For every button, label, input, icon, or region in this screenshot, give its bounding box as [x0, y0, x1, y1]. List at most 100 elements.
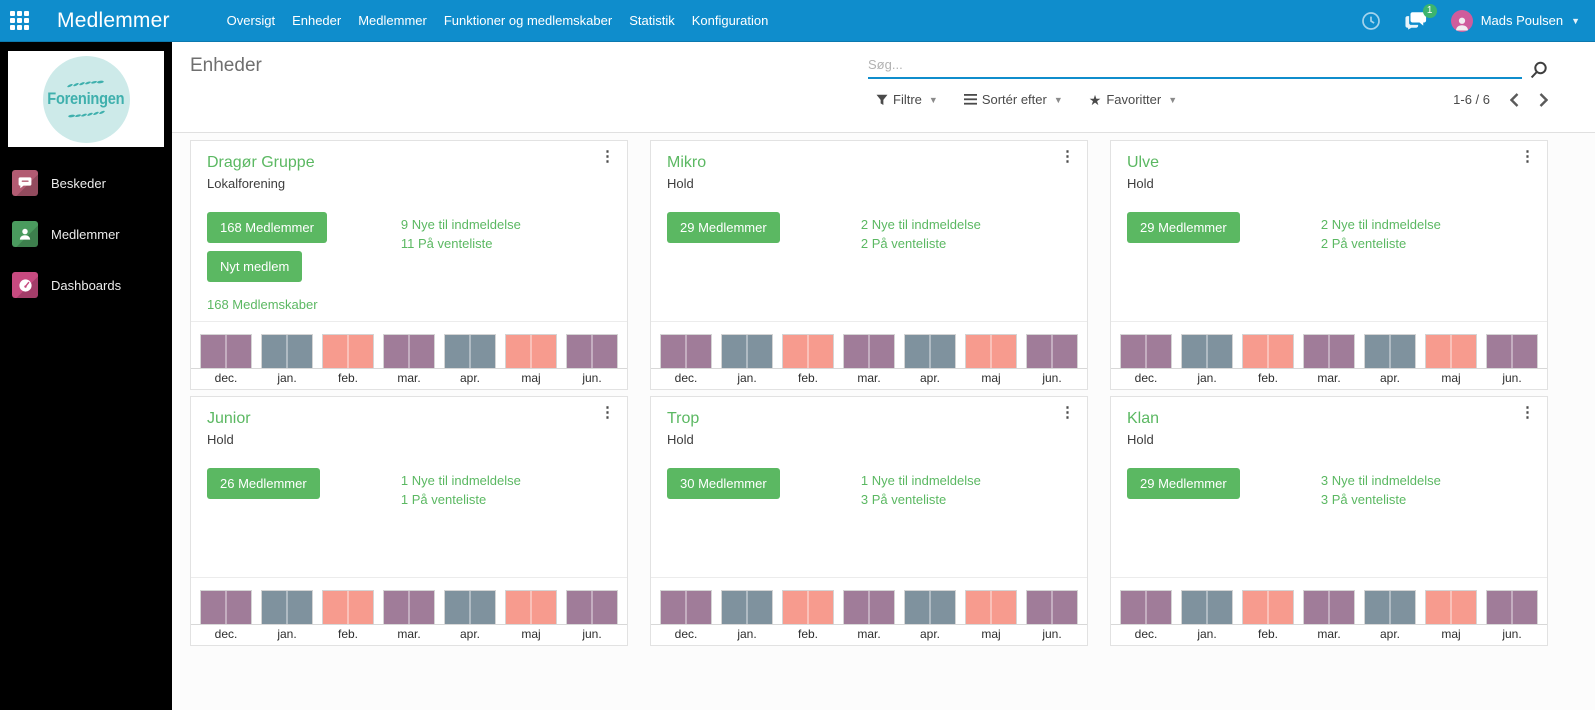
- unit-title[interactable]: Ulve: [1127, 154, 1160, 171]
- filters-dropdown[interactable]: Filtre ▼: [876, 92, 938, 107]
- top-menu-item[interactable]: Statistik: [629, 13, 675, 28]
- unit-card: ⋮ Dragør Gruppe Lokalforening 168 Medlem…: [190, 140, 628, 390]
- chart-bar: [200, 334, 252, 368]
- kebab-menu-icon[interactable]: ⋮: [1520, 148, 1535, 165]
- chart-month-label: jan.: [1197, 371, 1217, 385]
- top-menu-item[interactable]: Enheder: [292, 13, 342, 28]
- chart-month-label: maj: [1441, 371, 1461, 385]
- stat-line[interactable]: 2 Nye til indmeldelse: [860, 217, 981, 232]
- chart-bar: [721, 334, 773, 368]
- chart-bar: [965, 334, 1017, 368]
- chart-bar: [383, 334, 435, 368]
- activity-clock-icon[interactable]: [1361, 11, 1381, 31]
- unit-actions: 29 Medlemmer: [1127, 468, 1321, 509]
- chart-bar: [322, 334, 374, 368]
- sidebar-item-dashboards[interactable]: Dashboards: [0, 265, 172, 305]
- unit-stats: 2 Nye til indmeldelse 2 På venteliste: [861, 212, 1071, 253]
- top-menu-item[interactable]: Konfiguration: [691, 13, 769, 28]
- chart-month-label: mar.: [857, 627, 881, 641]
- unit-stats: 1 Nye til indmeldelse 1 På venteliste: [401, 468, 611, 509]
- chart-bar: [1425, 590, 1477, 624]
- unit-type: Hold: [1127, 432, 1154, 447]
- stat-line[interactable]: 2 På venteliste: [860, 236, 947, 251]
- unit-title[interactable]: Dragør Gruppe: [207, 154, 315, 171]
- sidebar-item-label: Medlemmer: [51, 226, 120, 242]
- new-member-button[interactable]: Nyt medlem: [207, 251, 303, 282]
- chart-bar: [1242, 590, 1294, 624]
- star-icon: ★: [1088, 91, 1102, 108]
- chart-month-label: apr.: [459, 627, 480, 641]
- chart-month-label: jun.: [1502, 371, 1522, 385]
- unit-title[interactable]: Trop: [667, 410, 700, 427]
- kebab-menu-icon[interactable]: ⋮: [1520, 404, 1535, 421]
- kebab-menu-icon[interactable]: ⋮: [1060, 148, 1075, 165]
- chart-month-label: feb.: [797, 371, 818, 385]
- chart-bar: [383, 590, 435, 624]
- chart-month-label: apr.: [459, 371, 480, 385]
- unit-title[interactable]: Junior: [207, 410, 251, 427]
- sidebar-item-label: Beskeder: [51, 175, 106, 191]
- search-input[interactable]: [868, 57, 1522, 72]
- chart-bar: [505, 590, 557, 624]
- top-menu-item[interactable]: Oversigt: [226, 13, 276, 28]
- sidebar-item-beskeder[interactable]: Beskeder: [0, 163, 172, 203]
- search-box: [868, 56, 1548, 79]
- unit-stats: 9 Nye til indmeldelse 11 På venteliste: [401, 212, 611, 314]
- chart-bar: [566, 590, 618, 624]
- pager: 1-6 / 6: [1453, 92, 1548, 107]
- unit-title[interactable]: Klan: [1127, 410, 1160, 427]
- sidebar-item-medlemmer[interactable]: Medlemmer: [0, 214, 172, 254]
- stat-line[interactable]: 3 Nye til indmeldelse: [1320, 473, 1441, 488]
- members-count-button[interactable]: 29 Medlemmer: [1127, 212, 1240, 243]
- unit-monthly-chart: dec. jan. feb. mar. apr. maj jun.: [191, 321, 627, 389]
- stat-line[interactable]: 1 Nye til indmeldelse: [400, 473, 521, 488]
- members-count-button[interactable]: 26 Medlemmer: [207, 468, 320, 499]
- apps-grid-icon[interactable]: [10, 11, 29, 30]
- chart-month-label: dec.: [214, 371, 238, 385]
- user-menu[interactable]: Mads Poulsen ▼: [1450, 9, 1580, 32]
- pager-next-icon[interactable]: [1539, 92, 1548, 107]
- top-menu-item[interactable]: Funktioner og medlemskaber: [443, 13, 613, 28]
- kebab-menu-icon[interactable]: ⋮: [600, 404, 615, 421]
- pager-previous-icon[interactable]: [1510, 92, 1519, 107]
- sort-dropdown[interactable]: Sortér efter ▼: [963, 92, 1063, 107]
- stat-line[interactable]: 3 På venteliste: [860, 492, 947, 507]
- chart-month-label: dec.: [214, 627, 238, 641]
- stat-line[interactable]: 2 Nye til indmeldelse: [1320, 217, 1441, 232]
- members-count-button[interactable]: 29 Medlemmer: [1127, 468, 1240, 499]
- chevron-down-icon: ▼: [1571, 15, 1580, 26]
- unit-title[interactable]: Mikro: [667, 154, 707, 171]
- laurel-icon: [67, 80, 104, 88]
- stat-line[interactable]: 1 På venteliste: [400, 492, 487, 507]
- sort-lines-icon: [963, 94, 977, 105]
- chart-month-label: feb.: [1257, 371, 1278, 385]
- sidebar-item-label: Dashboards: [51, 277, 122, 293]
- kebab-menu-icon[interactable]: ⋮: [1060, 404, 1075, 421]
- stat-line[interactable]: 11 På venteliste: [400, 236, 493, 251]
- unit-actions: 29 Medlemmer: [667, 212, 861, 253]
- chart-bar: [1242, 334, 1294, 368]
- chart-month-label: mar.: [397, 371, 421, 385]
- members-count-button[interactable]: 168 Medlemmer: [207, 212, 327, 243]
- kebab-menu-icon[interactable]: ⋮: [600, 148, 615, 165]
- top-menu-item[interactable]: Medlemmer: [358, 13, 427, 28]
- favorites-dropdown[interactable]: ★ Favoritter ▼: [1088, 91, 1178, 108]
- stat-line[interactable]: 9 Nye til indmeldelse: [400, 217, 521, 232]
- members-count-button[interactable]: 29 Medlemmer: [667, 212, 780, 243]
- members-count-button[interactable]: 30 Medlemmer: [667, 468, 780, 499]
- stat-line[interactable]: 2 På venteliste: [1320, 236, 1407, 251]
- chart-month-label: jan.: [277, 627, 297, 641]
- chart-bar: [1026, 590, 1078, 624]
- main-content: Enheder Filtre▼: [172, 42, 1595, 710]
- messages-icon[interactable]: 1: [1405, 4, 1437, 30]
- search-icon[interactable]: [1530, 61, 1548, 79]
- memberships-link[interactable]: 168 Medlemskaber: [207, 297, 318, 312]
- chart-bar: [904, 334, 956, 368]
- chart-bar: [1303, 590, 1355, 624]
- chart-month-label: maj: [521, 371, 541, 385]
- chart-month-label: mar.: [857, 371, 881, 385]
- stat-line[interactable]: 3 På venteliste: [1320, 492, 1407, 507]
- chart-bar: [782, 334, 834, 368]
- chart-bar: [1425, 334, 1477, 368]
- stat-line[interactable]: 1 Nye til indmeldelse: [860, 473, 981, 488]
